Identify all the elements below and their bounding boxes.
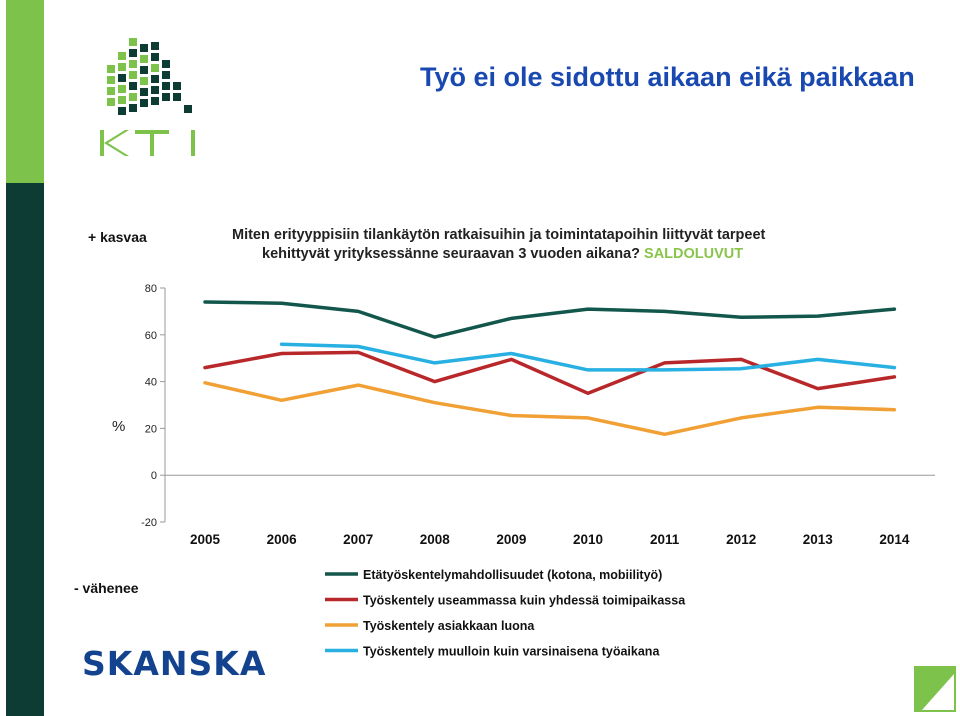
x-tick-label: 2013 bbox=[803, 532, 834, 547]
y-tick-label: -20 bbox=[141, 517, 157, 529]
x-tick-label: 2011 bbox=[650, 532, 680, 547]
y-tick-label: 20 bbox=[145, 423, 157, 435]
increase-label: + kasvaa bbox=[88, 229, 147, 245]
series-line-2 bbox=[203, 350, 897, 396]
legend-label-4: Työskentely muulloin kuin varsinaisena t… bbox=[363, 645, 660, 659]
y-axis-label: % bbox=[112, 418, 125, 435]
x-tick-label: 2008 bbox=[420, 532, 451, 547]
kti-logo bbox=[100, 38, 195, 156]
x-tick-label: 2010 bbox=[573, 532, 603, 547]
legend-label-1: Etätyöskentelymahdollisuudet (kotona, mo… bbox=[363, 568, 662, 582]
corner-triangle-icon bbox=[914, 666, 956, 712]
x-tick-label: 2005 bbox=[190, 532, 221, 547]
chart-title: Miten erityyppisiin tilankäytön ratkaisu… bbox=[232, 226, 872, 264]
logo-building-icon bbox=[107, 38, 192, 115]
y-tick-label: 0 bbox=[151, 470, 157, 482]
chart-title-line2: kehittyvät yrityksessänne seuraavan 3 vu… bbox=[262, 245, 872, 264]
accent-bar-top bbox=[6, 0, 44, 183]
legend-label-2: Työskentely useammassa kuin yhdessä toim… bbox=[363, 594, 686, 608]
logo-kti-letters-icon bbox=[100, 130, 195, 156]
x-tick-label: 2012 bbox=[726, 532, 756, 547]
legend-label-3: Työskentely asiakkaan luona bbox=[363, 619, 535, 633]
y-tick-label: 60 bbox=[145, 330, 157, 342]
decrease-label: - vähenee bbox=[74, 580, 139, 596]
chart-title-line1: Miten erityyppisiin tilankäytön ratkaisu… bbox=[232, 227, 766, 243]
x-tick-label: 2009 bbox=[496, 532, 526, 547]
skanska-logo: SKANSKA bbox=[82, 644, 267, 683]
series-line-4 bbox=[279, 342, 897, 372]
x-tick-label: 2014 bbox=[879, 532, 910, 547]
x-tick-label: 2006 bbox=[267, 532, 298, 547]
y-tick-label: 80 bbox=[145, 283, 157, 295]
chart-title-highlight: SALDOLUVUT bbox=[644, 246, 744, 262]
chart-title-question: kehittyvät yrityksessänne seuraavan 3 vu… bbox=[262, 246, 640, 262]
series-line-3 bbox=[203, 381, 897, 437]
x-tick-label: 2007 bbox=[343, 532, 373, 547]
y-tick-label: 40 bbox=[145, 377, 157, 389]
page-title: Työ ei ole sidottu aikaan eikä paikkaan bbox=[420, 62, 915, 92]
accent-bar-bottom bbox=[6, 183, 44, 716]
series-line-1 bbox=[203, 300, 897, 339]
